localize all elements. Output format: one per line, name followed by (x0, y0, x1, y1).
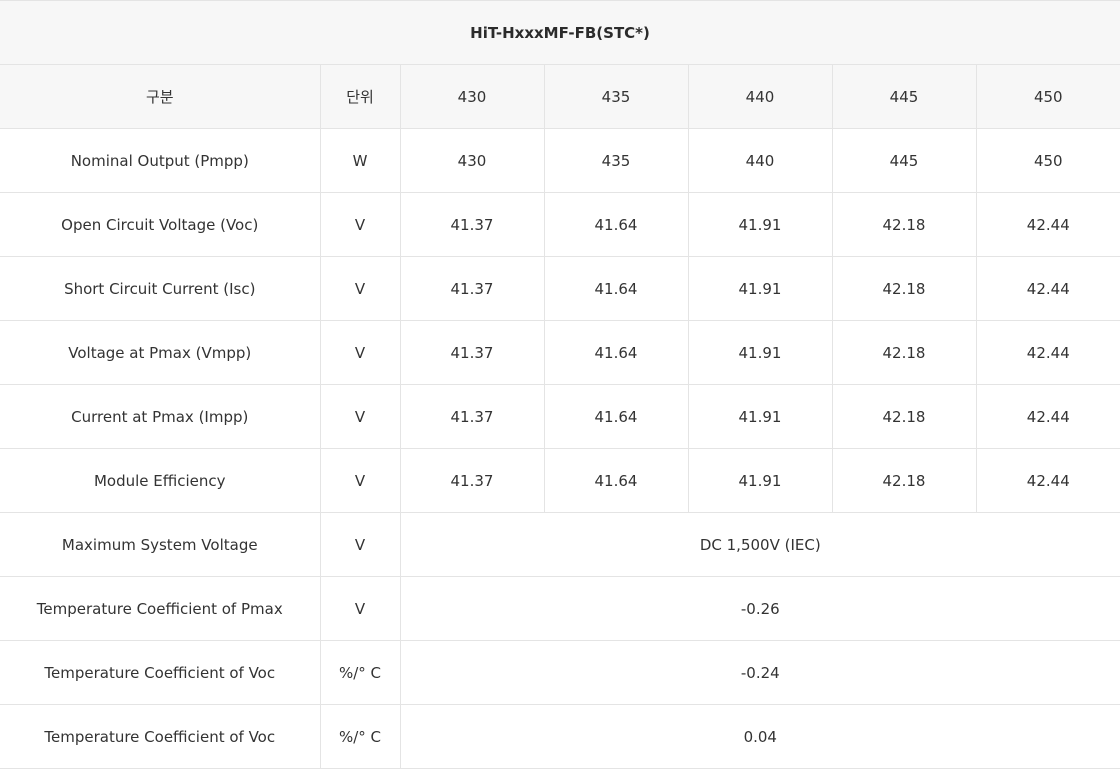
table-row: Open Circuit Voltage (Voc) V 41.37 41.64… (0, 192, 1120, 257)
row-value: 42.44 (975, 192, 1120, 257)
header-model: 435 (543, 64, 689, 129)
row-value: 41.64 (543, 192, 689, 257)
row-merged-value: 0.04 (399, 704, 1120, 769)
row-value: 42.44 (975, 320, 1120, 385)
row-value: 430 (399, 128, 545, 193)
row-label: Maximum System Voltage (0, 512, 321, 577)
row-merged-value: DC 1,500V (IEC) (399, 512, 1120, 577)
row-unit: %/° C (319, 704, 401, 769)
header-category: 구분 (0, 64, 321, 129)
row-label: Temperature Coefficient of Voc (0, 704, 321, 769)
row-unit: V (319, 320, 401, 385)
row-value: 41.64 (543, 384, 689, 449)
table-title-row: HiT-HxxxMF-FB(STC*) (0, 0, 1120, 65)
row-label: Short Circuit Current (Isc) (0, 256, 321, 321)
row-value: 41.37 (399, 256, 545, 321)
table-row: Current at Pmax (Impp) V 41.37 41.64 41.… (0, 384, 1120, 449)
row-value: 41.91 (687, 384, 833, 449)
row-value: 42.18 (831, 256, 977, 321)
row-unit: V (319, 512, 401, 577)
row-value: 41.37 (399, 448, 545, 513)
row-unit: %/° C (319, 640, 401, 705)
table-row-merged: Temperature Coefficient of Voc %/° C 0.0… (0, 704, 1120, 769)
row-value: 42.18 (831, 320, 977, 385)
row-unit: V (319, 384, 401, 449)
row-value: 42.18 (831, 384, 977, 449)
table-row-merged: Maximum System Voltage V DC 1,500V (IEC) (0, 512, 1120, 577)
row-value: 41.37 (399, 320, 545, 385)
header-model: 430 (399, 64, 545, 129)
row-value: 41.91 (687, 192, 833, 257)
header-unit: 단위 (319, 64, 401, 129)
row-value: 41.64 (543, 320, 689, 385)
row-value: 42.18 (831, 448, 977, 513)
row-unit: V (319, 256, 401, 321)
table-row: Voltage at Pmax (Vmpp) V 41.37 41.64 41.… (0, 320, 1120, 385)
row-value: 41.91 (687, 448, 833, 513)
row-label: Current at Pmax (Impp) (0, 384, 321, 449)
row-unit: V (319, 192, 401, 257)
row-label: Module Efficiency (0, 448, 321, 513)
row-label: Open Circuit Voltage (Voc) (0, 192, 321, 257)
row-value: 440 (687, 128, 833, 193)
table-header-row: 구분 단위 430 435 440 445 450 (0, 64, 1120, 129)
row-unit: V (319, 576, 401, 641)
table-row: Short Circuit Current (Isc) V 41.37 41.6… (0, 256, 1120, 321)
table-row-merged: Temperature Coefficient of Pmax V -0.26 (0, 576, 1120, 641)
row-merged-value: -0.26 (399, 576, 1120, 641)
table-row: Nominal Output (Pmpp) W 430 435 440 445 … (0, 128, 1120, 193)
row-label: Temperature Coefficient of Voc (0, 640, 321, 705)
row-unit: V (319, 448, 401, 513)
header-model: 445 (831, 64, 977, 129)
row-value: 42.44 (975, 256, 1120, 321)
row-value: 42.18 (831, 192, 977, 257)
row-value: 450 (975, 128, 1120, 193)
row-value: 41.91 (687, 256, 833, 321)
row-label: Temperature Coefficient of Pmax (0, 576, 321, 641)
row-value: 445 (831, 128, 977, 193)
row-value: 41.37 (399, 192, 545, 257)
row-unit: W (319, 128, 401, 193)
row-label: Nominal Output (Pmpp) (0, 128, 321, 193)
row-value: 41.37 (399, 384, 545, 449)
row-merged-value: -0.24 (399, 640, 1120, 705)
header-model: 450 (975, 64, 1120, 129)
row-value: 42.44 (975, 448, 1120, 513)
row-value: 41.64 (543, 256, 689, 321)
header-model: 440 (687, 64, 833, 129)
row-value: 41.91 (687, 320, 833, 385)
row-value: 435 (543, 128, 689, 193)
table-row-merged: Temperature Coefficient of Voc %/° C -0.… (0, 640, 1120, 705)
table-row: Module Efficiency V 41.37 41.64 41.91 42… (0, 448, 1120, 513)
table-title: HiT-HxxxMF-FB(STC*) (0, 0, 1120, 65)
row-value: 42.44 (975, 384, 1120, 449)
row-label: Voltage at Pmax (Vmpp) (0, 320, 321, 385)
row-value: 41.64 (543, 448, 689, 513)
